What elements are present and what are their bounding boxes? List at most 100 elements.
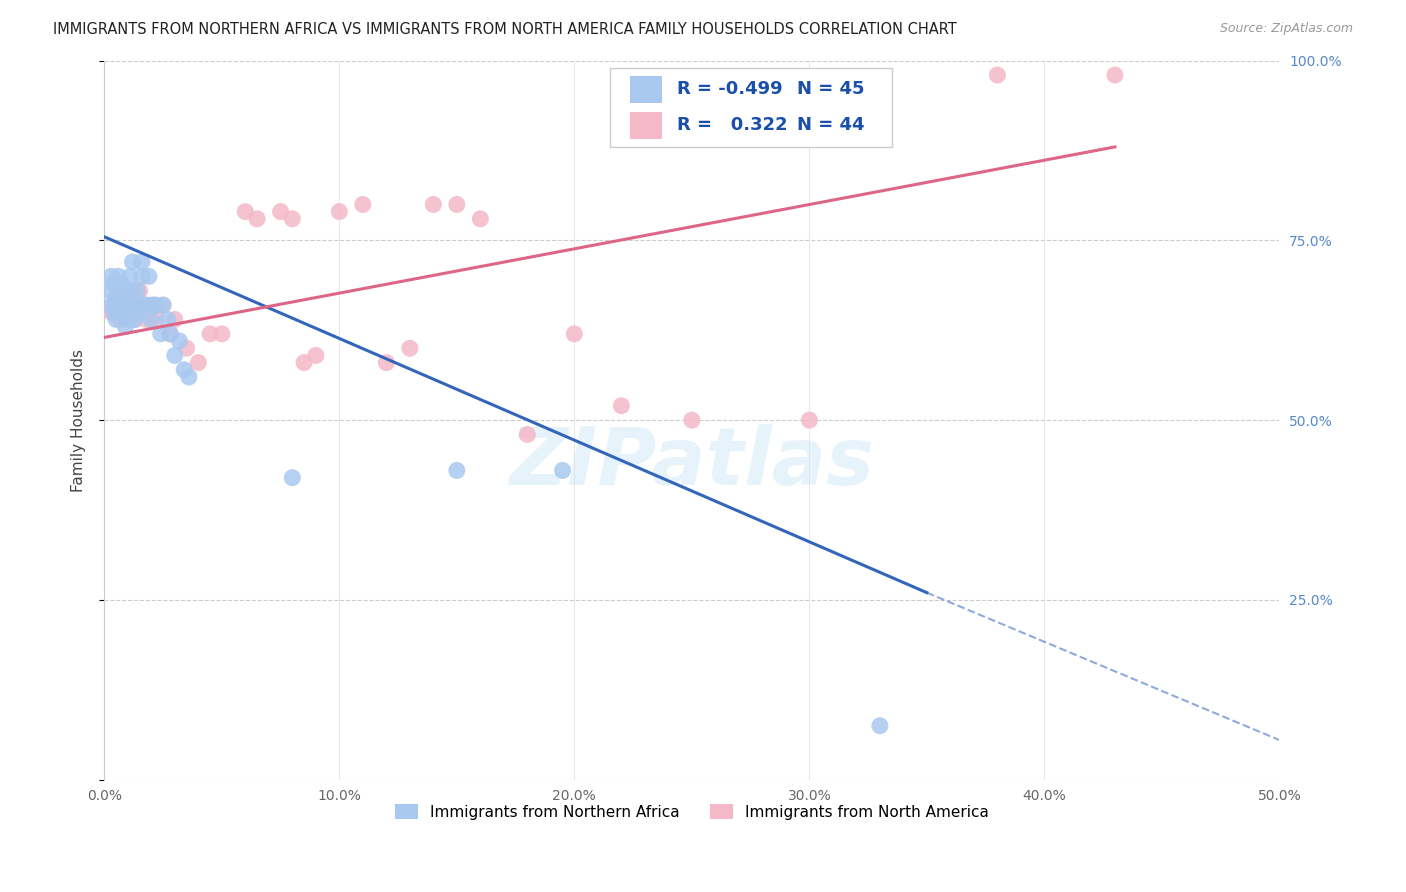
Point [121,284,143,298]
Point [270,204,292,219]
Point [610,399,633,413]
FancyBboxPatch shape [610,68,891,147]
Point [131,269,153,284]
Point [105,312,128,326]
Point [292,356,315,370]
Point [176,341,198,355]
Legend: Immigrants from Northern Africa, Immigrants from North America: Immigrants from Northern Africa, Immigra… [388,797,995,826]
Point [169,334,191,348]
Text: N = 45: N = 45 [797,80,865,98]
Text: Source: ZipAtlas.com: Source: ZipAtlas.com [1219,22,1353,36]
Point [110,277,132,291]
Text: IMMIGRANTS FROM NORTHERN AFRICA VS IMMIGRANTS FROM NORTH AMERICA FAMILY HOUSEHOL: IMMIGRANTS FROM NORTHERN AFRICA VS IMMIG… [53,22,957,37]
Point [112,305,135,319]
Point [799,413,821,427]
Point [120,298,142,312]
Point [135,312,157,326]
Point [159,326,181,341]
Point [105,291,128,305]
Point [110,298,132,312]
Point [103,298,125,312]
Point [103,305,125,319]
Point [551,463,574,477]
Point [100,305,122,319]
Point [141,312,163,326]
Point [398,341,420,355]
Point [120,284,142,298]
Point [446,197,468,211]
Point [112,298,135,312]
Point [138,269,160,284]
Point [107,305,129,319]
Point [152,298,174,312]
Point [145,298,167,312]
Point [187,356,209,370]
Point [134,298,156,312]
Point [564,326,586,341]
Text: R =   0.322: R = 0.322 [676,116,787,135]
Point [124,298,146,312]
Point [156,312,179,326]
Point [107,269,129,284]
Point [173,363,195,377]
Point [177,370,200,384]
Point [107,298,129,312]
Point [121,305,143,319]
Point [281,470,304,484]
Text: ZIPatlas: ZIPatlas [509,425,875,502]
Point [121,255,143,269]
Point [149,326,172,341]
Y-axis label: Family Households: Family Households [72,349,86,491]
Point [233,204,256,219]
Text: N = 44: N = 44 [797,116,865,135]
Point [117,305,139,319]
Point [470,211,492,226]
Point [120,269,142,284]
Point [117,298,139,312]
Point [117,312,139,326]
Point [114,319,136,334]
Point [112,284,135,298]
Point [141,298,163,312]
Point [163,348,186,362]
Point [328,204,350,219]
Point [124,312,146,326]
Point [142,298,165,312]
Point [110,312,132,326]
Point [114,305,136,319]
Point [128,284,150,298]
Point [131,255,153,269]
Point [516,427,538,442]
Point [305,348,328,362]
Point [986,68,1008,82]
Point [375,356,398,370]
Point [869,719,891,733]
Point [163,312,186,326]
Point [1104,68,1126,82]
Point [128,305,150,319]
Point [681,413,703,427]
Point [246,211,269,226]
Point [105,291,128,305]
Point [124,312,146,326]
Point [446,463,468,477]
Point [127,284,149,298]
FancyBboxPatch shape [630,112,662,139]
Point [100,298,122,312]
Text: R = -0.499: R = -0.499 [676,80,782,98]
Point [281,211,304,226]
Point [103,277,125,291]
Point [131,305,153,319]
Point [152,298,174,312]
Point [135,298,157,312]
FancyBboxPatch shape [630,76,662,103]
Point [198,326,221,341]
Point [127,298,149,312]
Point [159,326,181,341]
Point [114,291,136,305]
Point [422,197,444,211]
Point [211,326,233,341]
Point [145,312,167,326]
Point [100,269,122,284]
Point [352,197,374,211]
